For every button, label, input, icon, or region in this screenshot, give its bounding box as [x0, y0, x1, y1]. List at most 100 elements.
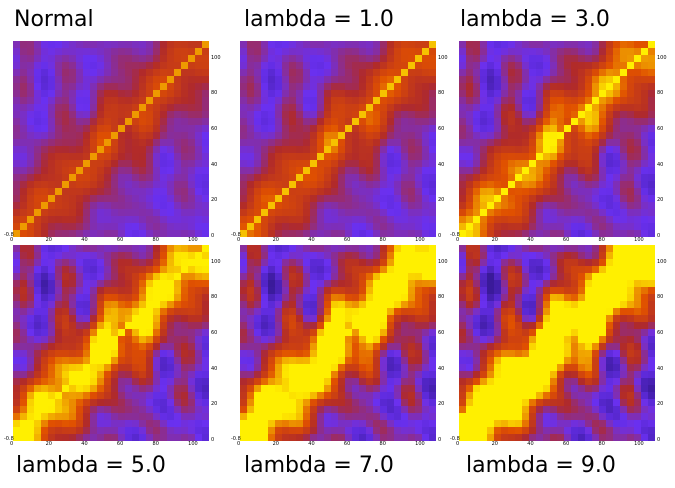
heatmap-cell: [487, 308, 495, 316]
heatmap-cell: [160, 245, 168, 253]
heatmap-cell: [634, 188, 642, 196]
heatmap-cell: [202, 188, 209, 196]
heatmap-cell: [331, 153, 339, 161]
heatmap-cell: [254, 266, 262, 274]
heatmap-cell: [104, 76, 112, 84]
heatmap-cell: [48, 266, 56, 274]
heatmap-cell: [55, 259, 63, 267]
heatmap-cell: [522, 434, 530, 441]
heatmap-cell: [599, 55, 607, 63]
heatmap-cell: [508, 97, 516, 105]
heatmap-cell: [111, 146, 119, 154]
heatmap-cell: [641, 245, 649, 253]
heatmap-cell: [473, 62, 481, 70]
heatmap-cell: [550, 357, 558, 365]
heatmap-cell: [153, 48, 161, 56]
heatmap-cell: [247, 385, 255, 393]
heatmap-cell: [181, 69, 189, 77]
heatmap-cell: [27, 392, 35, 400]
heatmap-cell: [487, 420, 495, 428]
heatmap-cell: [97, 76, 105, 84]
heatmap-cell: [195, 76, 203, 84]
heatmap-cell: [422, 104, 430, 112]
heatmap-cell: [550, 62, 558, 70]
heatmap-cell: [111, 83, 119, 91]
heatmap-cell: [13, 76, 21, 84]
heatmap-cell: [557, 259, 565, 267]
heatmap-cell: [634, 181, 642, 189]
heatmap-cell: [359, 378, 367, 386]
heatmap-cell: [543, 259, 551, 267]
heatmap-cell: [466, 336, 474, 344]
heatmap-cell: [125, 336, 133, 344]
heatmap-cell: [606, 413, 614, 421]
heatmap-cell: [83, 97, 91, 105]
heatmap-cell: [564, 245, 572, 253]
heatmap-cell: [296, 181, 304, 189]
heatmap-cell: [585, 174, 593, 182]
heatmap-cell: [282, 406, 290, 414]
heatmap-cell: [508, 195, 516, 203]
heatmap-cell: [27, 55, 35, 63]
heatmap-cell: [422, 252, 430, 260]
heatmap-cell: [34, 385, 42, 393]
heatmap-cell: [366, 266, 374, 274]
heatmap-cell: [338, 216, 346, 224]
heatmap-cell: [359, 118, 367, 126]
heatmap-cell: [275, 69, 283, 77]
heatmap-cell: [20, 167, 28, 175]
heatmap-cell: [408, 413, 416, 421]
heatmap-cell: [97, 174, 105, 182]
heatmap-cell: [90, 41, 98, 49]
heatmap-cell: [613, 202, 621, 210]
heatmap-cell: [543, 406, 551, 414]
y-tick-label: 60: [438, 126, 445, 133]
heatmap-cell: [202, 259, 209, 267]
heatmap-cell: [240, 336, 248, 344]
heatmap-cell: [160, 252, 168, 260]
heatmap-cell: [310, 230, 318, 237]
heatmap-cell: [62, 104, 70, 112]
heatmap-cell: [473, 41, 481, 49]
heatmap-cell: [401, 188, 409, 196]
heatmap-cell: [55, 132, 63, 140]
heatmap-cell: [268, 378, 276, 386]
heatmap-cell: [254, 153, 262, 161]
heatmap-cell: [13, 132, 21, 140]
heatmap-cell: [97, 230, 105, 237]
heatmap-cell: [401, 153, 409, 161]
heatmap-cell: [592, 195, 600, 203]
heatmap-cell: [352, 125, 360, 133]
heatmap-cell: [592, 146, 600, 154]
heatmap-cell: [585, 357, 593, 365]
heatmap-cell: [648, 273, 655, 281]
heatmap-cell: [550, 392, 558, 400]
heatmap-cell: [104, 336, 112, 344]
heatmap-cell: [174, 343, 182, 351]
heatmap-cell: [557, 280, 565, 288]
heatmap-cell: [317, 160, 325, 168]
heatmap-cell: [69, 104, 77, 112]
heatmap-cell: [146, 139, 154, 147]
heatmap-cell: [641, 280, 649, 288]
heatmap-cell: [104, 252, 112, 260]
heatmap-cell: [20, 357, 28, 365]
heatmap-cell: [613, 174, 621, 182]
heatmap-cell: [303, 364, 311, 372]
heatmap-cell: [543, 315, 551, 323]
heatmap-cell: [536, 62, 544, 70]
heatmap-cell: [606, 104, 614, 112]
heatmap-cell: [501, 301, 509, 309]
heatmap-cell: [90, 111, 98, 119]
heatmap-cell: [592, 252, 600, 260]
heatmap-cell: [494, 118, 502, 126]
heatmap-cell: [373, 336, 381, 344]
heatmap-cell: [387, 146, 395, 154]
heatmap-cell: [613, 343, 621, 351]
heatmap-cell: [543, 266, 551, 274]
heatmap-cell: [254, 343, 262, 351]
heatmap-cell: [254, 301, 262, 309]
x-tick-label: 20: [272, 237, 279, 243]
heatmap-cell: [27, 83, 35, 91]
heatmap-cell: [387, 153, 395, 161]
